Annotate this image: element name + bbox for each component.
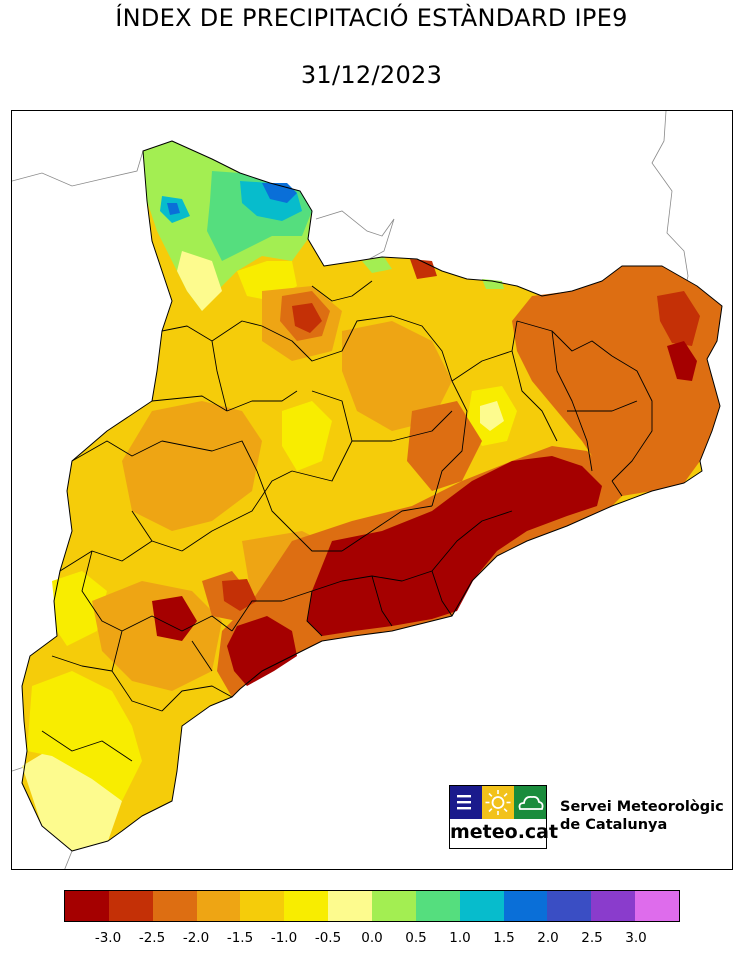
legend-color-segment	[635, 891, 680, 921]
catalonia-map	[12, 111, 723, 869]
legend-tick-label: -3.0	[94, 930, 122, 946]
spi-fill	[22, 141, 722, 851]
menu-lines-icon	[457, 795, 471, 810]
organization-name: Servei Meteorològic de Catalunya	[560, 798, 724, 834]
legend-color-segment	[459, 891, 504, 921]
legend-tick-label: -0.5	[314, 930, 342, 946]
legend-tick-label: -2.0	[182, 930, 210, 946]
legend-tick-label: 1.0	[449, 930, 471, 946]
legend-color-segment	[108, 891, 153, 921]
legend-color-segment	[503, 891, 548, 921]
legend-tick-label: 2.0	[537, 930, 559, 946]
legend-color-segment	[152, 891, 197, 921]
meteocat-logo: meteo.cat	[449, 785, 559, 849]
legend-color-segment	[372, 891, 416, 921]
organization-name-line2: de Catalunya	[560, 817, 668, 833]
organization-name-line1: Servei Meteorològic	[560, 799, 724, 815]
legend-color-segment	[591, 891, 636, 921]
legend-color-segment	[284, 891, 329, 921]
color-legend-bar	[64, 890, 680, 922]
legend-tick-label: -1.5	[226, 930, 254, 946]
legend-tick-label: 0.5	[405, 930, 427, 946]
sun-icon	[485, 790, 511, 815]
logo-yellow-square	[482, 786, 514, 819]
legend-tick-label: 3.0	[625, 930, 647, 946]
legend-tick-label: 2.5	[581, 930, 603, 946]
map-title: ÍNDEX DE PRECIPITACIÓ ESTÀNDARD IPE9	[115, 4, 628, 32]
map-panel: meteo.cat Servei Meteorològic de Catalun…	[11, 110, 733, 870]
cloud-icon	[518, 795, 544, 810]
comarca-borders	[41, 280, 653, 762]
legend-tick-label: 0.0	[361, 930, 383, 946]
legend-color-segment	[547, 891, 592, 921]
legend-color-segment	[415, 891, 460, 921]
legend-color-segment	[328, 891, 373, 921]
logo-green-square	[514, 786, 546, 819]
map-date: 31/12/2023	[300, 61, 443, 89]
catalonia-border	[21, 140, 723, 852]
legend-color-segment	[240, 891, 285, 921]
logo-text: meteo.cat	[450, 821, 559, 843]
legend-tick-label: 1.5	[493, 930, 515, 946]
legend-tick-label: -1.0	[270, 930, 298, 946]
legend-color-segment	[65, 891, 109, 921]
legend-tick-label: -2.5	[138, 930, 166, 946]
logo-blue-square	[450, 786, 482, 819]
legend-color-segment	[196, 891, 241, 921]
color-legend-ticks: -3.0 -2.5 -2.0 -1.5 -1.0 -0.5 0.0 0.5 1.0 1.5 2.0 2…	[64, 930, 680, 950]
